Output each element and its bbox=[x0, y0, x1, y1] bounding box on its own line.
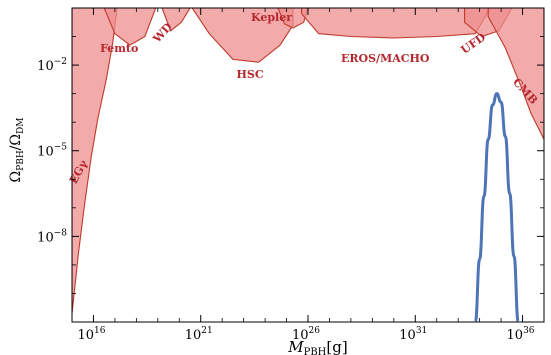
constraint-region bbox=[103, 8, 157, 46]
x-tick-label: 1036 bbox=[507, 326, 535, 343]
constraint-region bbox=[301, 8, 492, 39]
y-axis-label: ΩPBH/ΩDM bbox=[8, 118, 26, 183]
x-tick-label: 1031 bbox=[399, 326, 427, 343]
plot-frame bbox=[71, 7, 545, 323]
constraint-region bbox=[487, 8, 544, 140]
constraint-regions bbox=[72, 8, 544, 314]
region-label: EROS/MACHO bbox=[341, 52, 430, 65]
x-tick-label: 1026 bbox=[292, 326, 320, 343]
y-tick-label: 10−2 bbox=[37, 57, 67, 74]
x-tick-label: 1016 bbox=[77, 326, 105, 343]
axis-ticks: 1016 1021 1026 1031 1036 10−2 10−5 10−8 bbox=[37, 7, 545, 343]
y-tick-label: 10−5 bbox=[37, 143, 67, 160]
mass-function-curve bbox=[473, 92, 520, 322]
curve-layer bbox=[473, 92, 520, 322]
constraint-region bbox=[161, 8, 191, 32]
y-tick-label: 10−8 bbox=[37, 228, 67, 245]
constraint-region bbox=[277, 8, 309, 29]
region-label: Kepler bbox=[251, 11, 292, 24]
region-label: HSC bbox=[237, 68, 264, 81]
x-axis-label: MPBH[g] bbox=[287, 338, 347, 355]
region-label: Femto bbox=[100, 42, 138, 55]
x-tick-label: 1021 bbox=[185, 326, 213, 343]
